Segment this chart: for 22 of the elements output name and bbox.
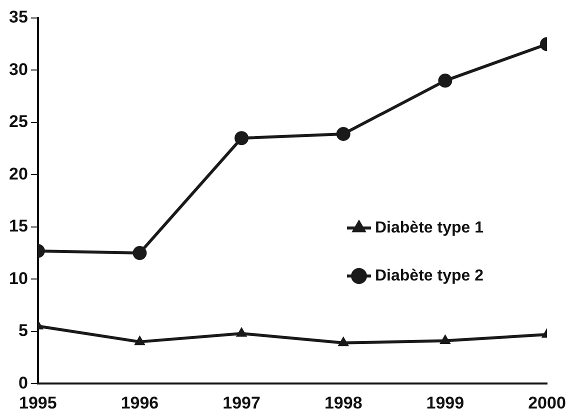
x-tick-label: 1998 bbox=[324, 393, 362, 412]
y-tick-label: 0 bbox=[18, 373, 28, 392]
x-tick-label: 2000 bbox=[528, 393, 566, 412]
y-tick-label: 25 bbox=[8, 112, 28, 132]
y-tick-label: 20 bbox=[8, 164, 28, 184]
y-tick-label: 30 bbox=[8, 60, 28, 79]
y-tick-label: 35 bbox=[8, 8, 28, 27]
x-tick-label: 1996 bbox=[120, 393, 159, 412]
x-tick-label: 1997 bbox=[222, 393, 260, 412]
x-tick-label: 1999 bbox=[426, 393, 464, 412]
y-tick-label: 5 bbox=[18, 321, 28, 340]
y-tick-label: 15 bbox=[8, 216, 28, 236]
point bbox=[440, 334, 450, 344]
y-tick-label: 10 bbox=[8, 268, 28, 288]
point bbox=[338, 336, 349, 346]
legend-label: Diabète type 1 bbox=[375, 219, 484, 236]
legend-label: Diabète type 2 bbox=[375, 267, 484, 284]
point bbox=[132, 246, 147, 260]
point bbox=[234, 131, 249, 146]
point bbox=[236, 327, 247, 337]
point bbox=[336, 126, 350, 141]
x-tick-label: 1995 bbox=[18, 393, 57, 412]
